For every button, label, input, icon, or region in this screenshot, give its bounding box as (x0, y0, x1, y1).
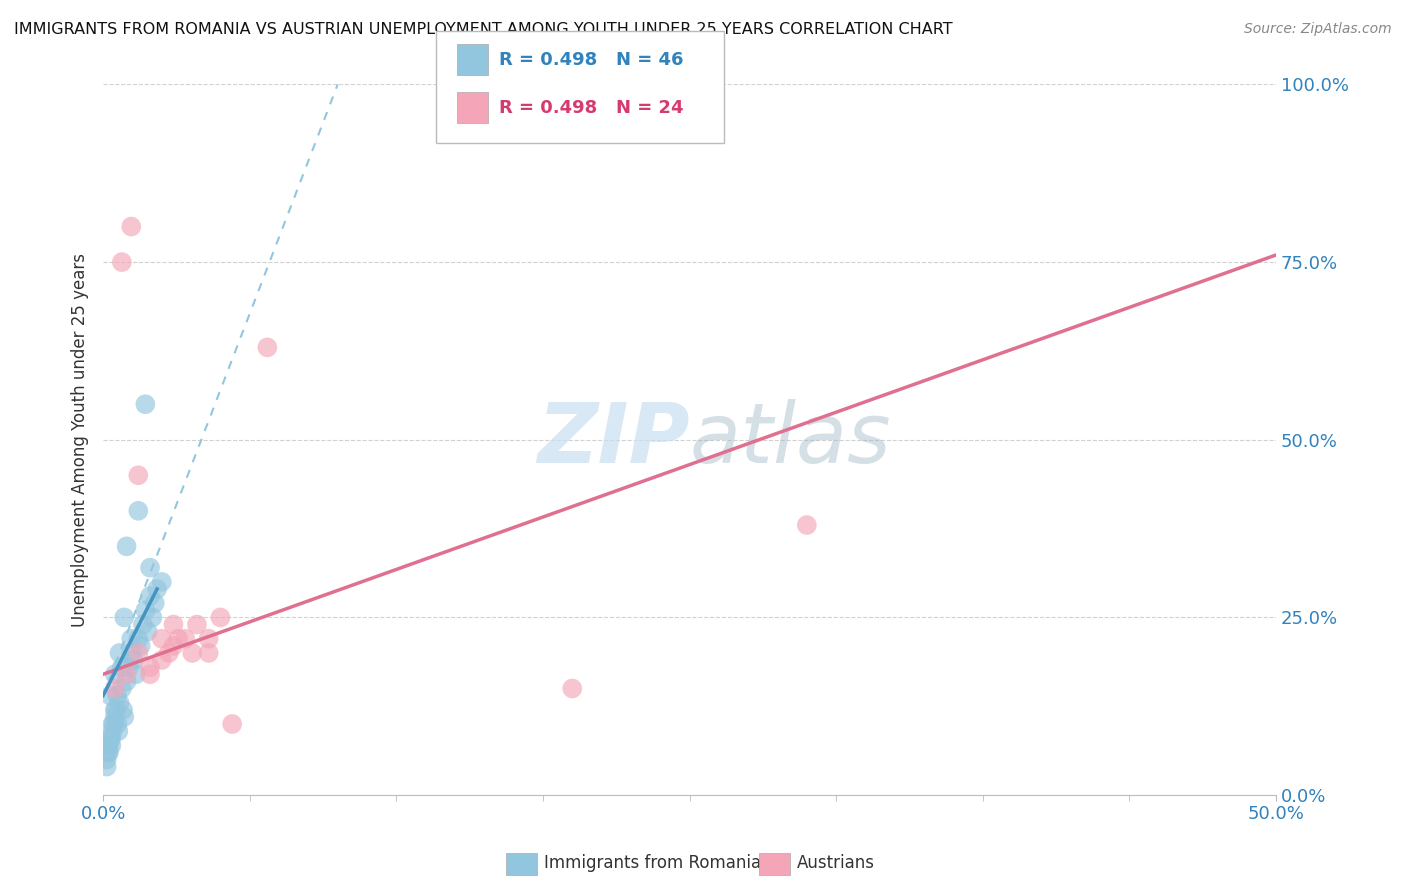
Point (103, 717, 125, 731)
Point (104, 710, 127, 724)
Point (98, 731, 121, 746)
Text: IMMIGRANTS FROM ROMANIA VS AUSTRIAN UNEMPLOYMENT AMONG YOUTH UNDER 25 YEARS CORR: IMMIGRANTS FROM ROMANIA VS AUSTRIAN UNEM… (14, 22, 953, 37)
Point (256, 340, 278, 354)
Point (105, 717, 128, 731)
Point (139, 589, 162, 603)
Point (139, 667, 162, 681)
Point (96, 752, 118, 766)
Point (96, 759, 118, 773)
Point (101, 724, 124, 739)
Text: R = 0.498   N = 46: R = 0.498 N = 46 (499, 51, 683, 69)
Point (143, 596, 166, 610)
Point (146, 582, 169, 596)
Point (115, 539, 138, 553)
Point (122, 653, 145, 667)
Point (167, 632, 190, 646)
Point (100, 739, 122, 753)
Point (111, 255, 134, 269)
Point (561, 681, 583, 696)
Point (209, 610, 232, 624)
Point (127, 646, 149, 660)
Point (111, 681, 134, 696)
Point (112, 703, 135, 717)
Point (120, 219, 142, 234)
Point (139, 660, 162, 674)
Point (157, 646, 180, 660)
Point (115, 674, 138, 689)
Point (139, 560, 162, 574)
Point (134, 397, 156, 411)
Point (174, 632, 197, 646)
Point (132, 617, 155, 632)
Point (125, 667, 148, 681)
Y-axis label: Unemployment Among Youth under 25 years: Unemployment Among Youth under 25 years (72, 252, 89, 627)
Text: R = 0.498   N = 24: R = 0.498 N = 24 (499, 99, 683, 117)
Point (112, 610, 135, 624)
Point (127, 504, 149, 518)
Point (101, 717, 124, 731)
Point (107, 724, 129, 739)
Point (118, 660, 141, 674)
Point (108, 646, 131, 660)
Point (197, 646, 219, 660)
Point (150, 653, 173, 667)
Point (136, 624, 159, 639)
Point (221, 717, 243, 731)
Point (104, 703, 127, 717)
Point (98, 746, 121, 760)
Point (112, 710, 135, 724)
Point (97, 746, 120, 760)
Point (186, 617, 208, 632)
Point (120, 632, 142, 646)
Point (111, 660, 134, 674)
Point (105, 689, 128, 703)
Point (796, 518, 818, 533)
Point (127, 632, 149, 646)
Point (150, 632, 173, 646)
Text: atlas: atlas (689, 400, 891, 480)
Point (181, 646, 204, 660)
Point (98, 689, 121, 703)
Point (105, 703, 128, 717)
Point (127, 468, 149, 483)
Point (162, 639, 184, 653)
Point (134, 603, 156, 617)
Point (162, 617, 184, 632)
Text: Immigrants from Romania: Immigrants from Romania (544, 855, 761, 872)
Point (120, 646, 142, 660)
Text: Austrians: Austrians (797, 855, 875, 872)
Text: Source: ZipAtlas.com: Source: ZipAtlas.com (1244, 22, 1392, 37)
Point (129, 639, 152, 653)
Point (104, 681, 127, 696)
Point (197, 632, 219, 646)
Point (115, 667, 138, 681)
Point (108, 696, 131, 710)
Text: ZIP: ZIP (537, 400, 689, 480)
Point (104, 667, 127, 681)
Point (141, 610, 163, 624)
Point (150, 574, 173, 589)
Point (100, 731, 122, 746)
Point (98, 739, 121, 753)
